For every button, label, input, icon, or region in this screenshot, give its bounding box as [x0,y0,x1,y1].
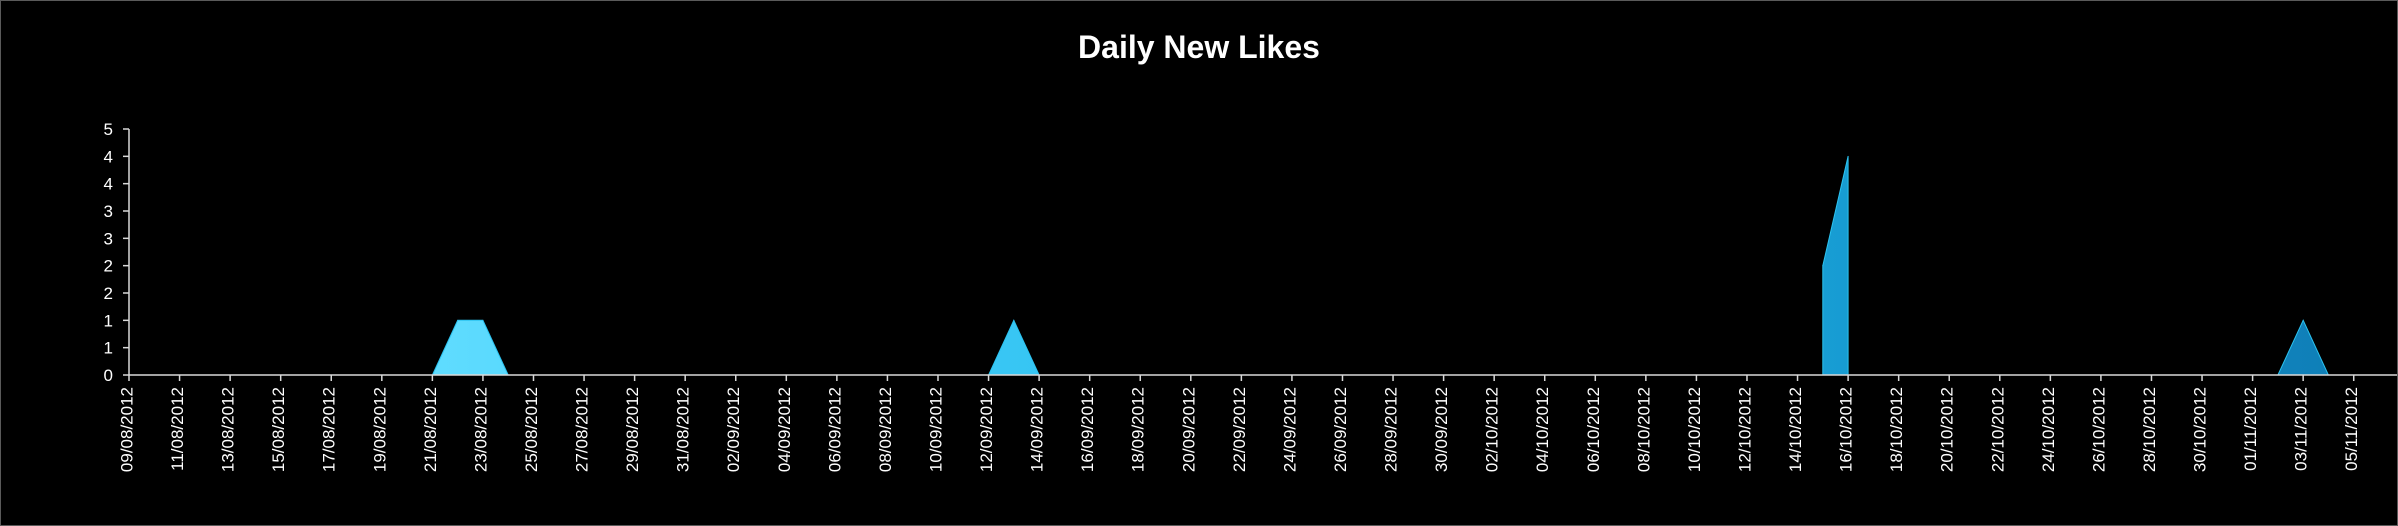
x-tick-label: 15/08/2012 [269,387,288,472]
data-point [1822,265,1824,267]
x-tick-label: 18/09/2012 [1129,387,1148,472]
data-point [482,319,484,321]
x-tick-label: 03/11/2012 [2292,387,2311,471]
y-tick-label: 2 [104,257,113,276]
x-tick-label: 27/08/2012 [573,387,592,472]
y-tick-label: 1 [104,339,113,358]
x-tick-label: 09/08/2012 [117,387,136,472]
data-point [1013,319,1015,321]
x-tick-label: 14/10/2012 [1786,387,1805,472]
x-tick-label: 30/09/2012 [1432,387,1451,472]
data-point [2302,319,2304,321]
x-tick-label: 31/08/2012 [674,387,693,472]
x-tick-label: 20/10/2012 [1938,387,1957,472]
x-tick-label: 30/10/2012 [2191,387,2210,472]
data-point [1847,155,1849,157]
x-tick-label: 08/09/2012 [876,387,895,472]
x-tick-label: 12/09/2012 [977,387,996,472]
y-tick-label: 3 [104,229,113,248]
y-tick-label: 2 [104,284,113,303]
x-tick-label: 28/09/2012 [1382,387,1401,472]
x-tick-label: 28/10/2012 [2140,387,2159,472]
x-tick-label: 13/08/2012 [219,387,238,472]
x-tick-label: 10/10/2012 [1685,387,1704,472]
x-tick-label: 08/10/2012 [1634,387,1653,472]
x-tick-label: 10/09/2012 [926,387,945,472]
x-tick-label: 22/10/2012 [1988,387,2007,472]
x-tick-label: 24/09/2012 [1280,387,1299,472]
x-tick-label: 01/11/2012 [2241,387,2260,471]
y-tick-label: 0 [104,366,113,385]
x-tick-label: 06/10/2012 [1584,387,1603,472]
x-tick-label: 16/09/2012 [1078,387,1097,472]
x-tick-label: 04/10/2012 [1533,387,1552,472]
y-tick-label: 4 [104,147,113,166]
x-tick-label: 16/10/2012 [1837,387,1856,472]
y-tick-label: 3 [104,202,113,221]
x-tick-label: 26/09/2012 [1331,387,1350,472]
x-tick-label: 24/10/2012 [2039,387,2058,472]
axes: 0 1 1 2 2 3 3 4 4 5 09/08/2012 11/08/2012 13/08/2012… [104,120,2397,472]
x-tick-label: 06/09/2012 [825,387,844,472]
x-tick-label: 05/11/2012 [2342,387,2361,471]
x-tick-label: 02/09/2012 [724,387,743,472]
x-tick-label: 26/10/2012 [2089,387,2108,472]
x-tick-label: 04/09/2012 [775,387,794,472]
x-tick-label: 23/08/2012 [471,387,490,472]
y-tick-label: 5 [104,120,113,139]
x-tick-label: 17/08/2012 [320,387,339,472]
plot-area [431,155,2330,376]
x-tick-label: 20/09/2012 [1179,387,1198,472]
x-tick-label: 18/10/2012 [1887,387,1906,472]
chart-title: Daily New Likes [1078,29,1320,65]
series-area [431,156,2330,376]
x-tick-label: 12/10/2012 [1735,387,1754,472]
x-tick-label: 11/08/2012 [168,387,187,471]
x-tick-label: 19/08/2012 [370,387,389,472]
x-tick-label: 25/08/2012 [522,387,541,472]
y-tick-label: 4 [104,175,113,194]
data-point [457,319,459,321]
x-tick-label: 02/10/2012 [1483,387,1502,472]
x-tick-label: 29/08/2012 [623,387,642,472]
x-tick-label: 22/09/2012 [1230,387,1249,472]
y-tick-label: 1 [104,311,113,330]
x-tick-label: 21/08/2012 [421,387,440,472]
x-tick-label: 14/09/2012 [1028,387,1047,472]
